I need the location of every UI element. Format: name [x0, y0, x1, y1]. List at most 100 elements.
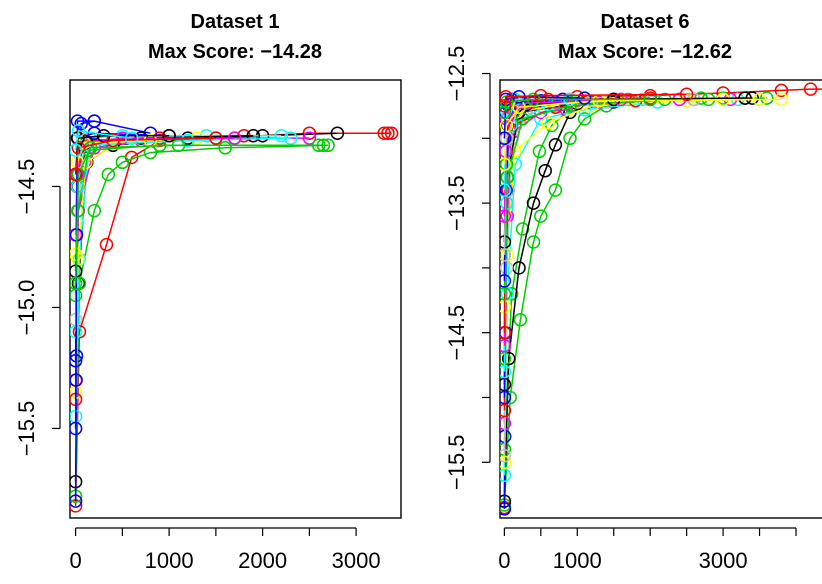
data-point	[548, 183, 563, 197]
series-line	[70, 138, 326, 303]
series-line	[70, 138, 335, 503]
x-tick-label: 1000	[145, 548, 194, 573]
data-point	[563, 131, 577, 146]
data-point	[500, 449, 512, 463]
data-point	[500, 468, 512, 482]
series-path	[503, 98, 731, 424]
data-point	[500, 274, 512, 288]
data-point	[534, 88, 548, 103]
y-tick-label: −15.5	[14, 401, 39, 457]
panel-2-subtitle: Max Score: −12.62	[558, 41, 732, 63]
panel-dataset-6: Dataset 6 Max Score: −12.62 0 1000 3000 −1…	[444, 11, 822, 573]
data-point	[101, 167, 116, 182]
data-point	[500, 183, 512, 197]
series-line	[500, 91, 774, 512]
series-path	[503, 97, 767, 506]
data-point	[70, 276, 83, 291]
data-point	[70, 167, 83, 182]
data-point	[526, 235, 541, 249]
series-path	[503, 98, 709, 359]
x-tick-label: 3000	[332, 548, 381, 573]
data-point	[738, 91, 752, 105]
data-point	[218, 141, 232, 155]
data-point	[500, 455, 512, 470]
series-path	[74, 137, 310, 381]
series-line	[70, 128, 251, 407]
data-point	[745, 91, 760, 105]
data-point	[538, 163, 552, 178]
y-tick-label: −14.5	[14, 159, 39, 215]
data-point	[316, 138, 331, 153]
data-point	[515, 222, 530, 236]
y-tick-label: −15.5	[444, 434, 469, 490]
series-path	[74, 137, 198, 393]
x-tick-label: 1000	[553, 548, 602, 573]
series-path	[503, 98, 724, 307]
data-point	[500, 287, 512, 301]
data-point	[71, 141, 86, 155]
data-point	[124, 131, 139, 145]
series-path	[74, 137, 216, 175]
data-point	[500, 105, 512, 120]
panel-2-series-layer	[500, 82, 822, 516]
data-point	[330, 126, 345, 140]
data-point	[500, 248, 512, 262]
series-line	[70, 124, 139, 157]
data-point	[227, 131, 242, 145]
data-point	[500, 338, 512, 353]
series-line	[500, 92, 657, 392]
series-line	[500, 92, 767, 470]
x-tick-label: 3000	[699, 548, 748, 573]
series-line	[70, 131, 317, 387]
data-point	[246, 128, 261, 143]
series-path	[74, 137, 216, 320]
series-path	[503, 98, 760, 463]
series-path	[74, 134, 254, 272]
data-point	[541, 116, 555, 130]
series-line	[500, 92, 701, 463]
series-path	[74, 137, 291, 332]
series-line	[500, 82, 822, 515]
data-point	[106, 133, 120, 148]
data-point	[500, 403, 512, 418]
data-point	[500, 118, 514, 133]
data-point	[377, 126, 391, 140]
series-line	[70, 131, 298, 339]
data-point	[209, 131, 223, 145]
series-path	[503, 98, 782, 165]
data-point	[162, 128, 176, 143]
data-point	[70, 494, 83, 508]
data-point	[500, 209, 512, 223]
series-path	[74, 144, 329, 497]
series-line	[500, 91, 708, 457]
series-path	[503, 98, 694, 456]
panel-2-plot-frame	[499, 79, 822, 519]
x-tick-label: 2000	[238, 548, 287, 573]
panel-2-title: Dataset 6	[601, 11, 690, 33]
data-point	[534, 209, 548, 223]
data-point	[500, 90, 513, 104]
series-path	[503, 98, 738, 476]
series-line	[500, 92, 745, 482]
panel-1-series-layer	[70, 114, 399, 513]
data-point	[70, 114, 85, 128]
series-line	[70, 131, 204, 399]
series-line	[500, 87, 694, 113]
data-point	[803, 82, 818, 96]
data-point	[500, 325, 512, 340]
y-tick-label: −12.5	[444, 46, 469, 102]
series-line	[70, 126, 345, 489]
data-point	[283, 131, 298, 145]
series-path	[74, 134, 244, 400]
series-line	[500, 91, 752, 418]
data-point	[577, 91, 592, 105]
data-point	[274, 128, 289, 143]
data-point	[74, 116, 88, 131]
data-point	[501, 351, 516, 366]
panel-1-y-axis: −14.5 −15.0 −15.5	[14, 159, 61, 457]
series-path	[503, 98, 643, 372]
data-point	[199, 128, 214, 143]
data-point	[643, 92, 657, 107]
data-point	[500, 502, 512, 516]
